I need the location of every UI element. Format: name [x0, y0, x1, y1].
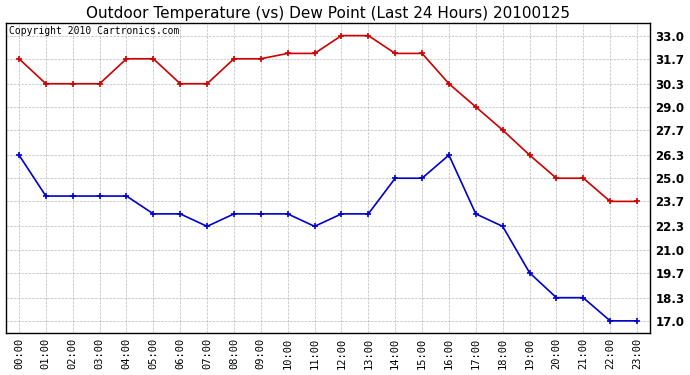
- Text: Copyright 2010 Cartronics.com: Copyright 2010 Cartronics.com: [9, 26, 179, 36]
- Title: Outdoor Temperature (vs) Dew Point (Last 24 Hours) 20100125: Outdoor Temperature (vs) Dew Point (Last…: [86, 6, 570, 21]
